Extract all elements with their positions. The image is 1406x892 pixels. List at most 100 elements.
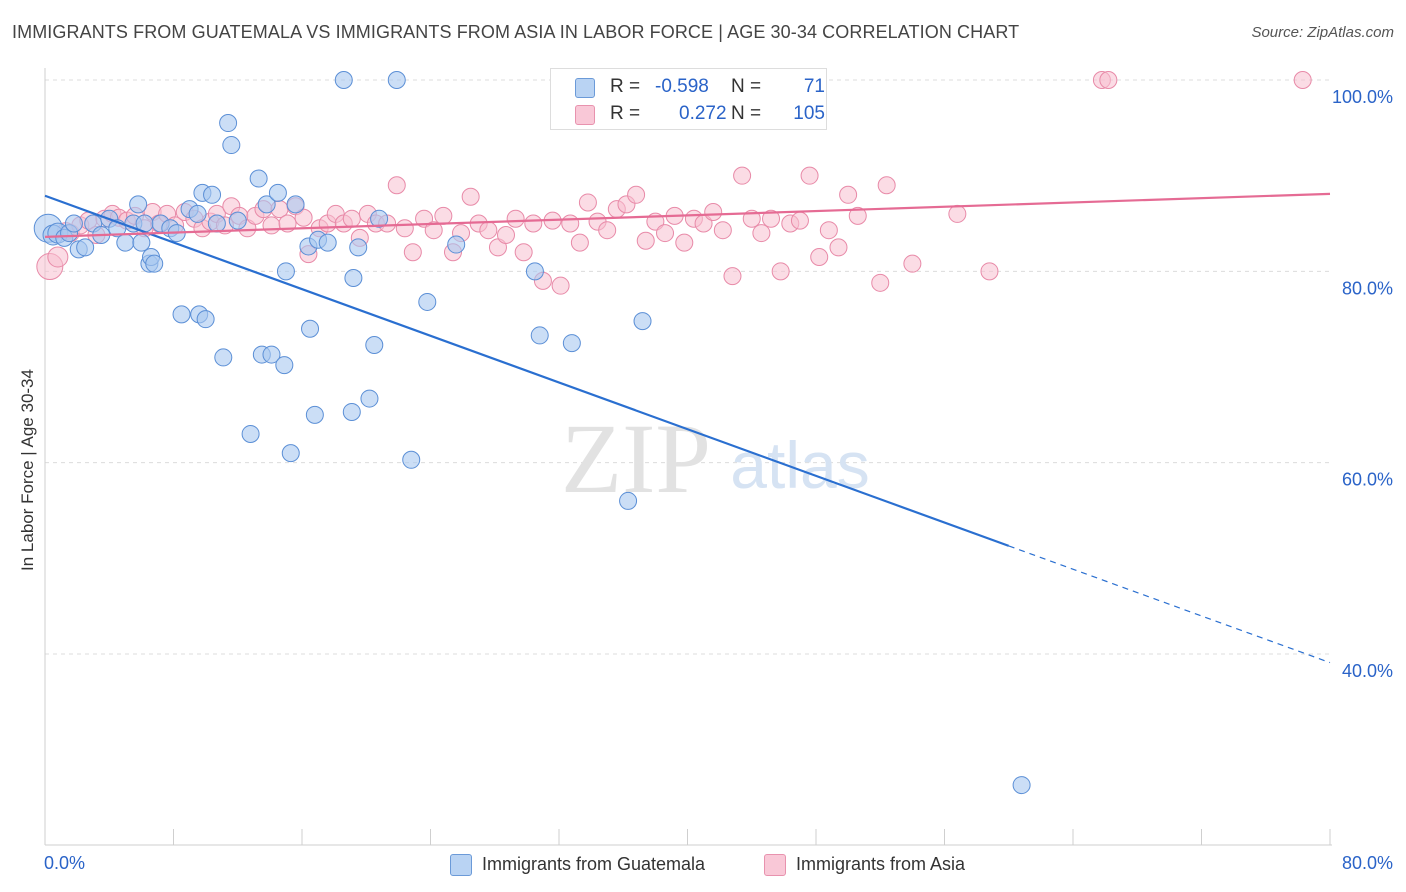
guatemala-point xyxy=(172,305,191,324)
x-tick-label: 80.0% xyxy=(1342,853,1393,873)
guatemala-point xyxy=(530,326,549,345)
legend-swatch-guatemala xyxy=(575,78,595,98)
y-tick-label: 40.0% xyxy=(1342,661,1393,681)
guatemala-point xyxy=(633,312,652,331)
correlation-legend: R = -0.598 N = 71 R = 0.272 N = 105 xyxy=(550,68,827,130)
guatemala-point xyxy=(447,235,466,254)
asia-point xyxy=(578,193,597,212)
asia-point xyxy=(762,209,781,228)
asia-point xyxy=(1293,71,1312,89)
guatemala-point xyxy=(402,450,421,469)
guatemala-point xyxy=(249,169,268,188)
guatemala-point xyxy=(275,356,294,375)
asia-point xyxy=(790,211,809,230)
asia-trend-line xyxy=(44,192,1331,238)
legend-n-value: 71 xyxy=(803,76,825,97)
asia-point xyxy=(551,276,570,295)
legend-n-value: 105 xyxy=(793,103,825,124)
guatemala-point xyxy=(132,233,151,252)
guatemala-point xyxy=(342,402,361,421)
asia-point xyxy=(1099,71,1118,89)
guatemala-point xyxy=(116,233,135,252)
guatemala-point xyxy=(222,136,241,155)
asia-point xyxy=(294,208,313,227)
y-tick-label: 100.0% xyxy=(1332,87,1393,107)
asia-point xyxy=(713,221,732,240)
asia-point xyxy=(342,209,361,228)
guatemala-point xyxy=(276,262,295,281)
watermark: ZIP atlas xyxy=(561,403,870,514)
asia-point xyxy=(598,221,617,240)
guatemala-point xyxy=(257,195,276,214)
guatemala-point xyxy=(207,214,226,233)
guatemala-point xyxy=(387,71,406,89)
gridlines xyxy=(45,79,1332,655)
asia-point xyxy=(948,204,967,223)
asia-point xyxy=(403,243,422,262)
asia-point xyxy=(903,254,922,273)
asia-point xyxy=(514,243,533,262)
guatemala-point xyxy=(241,424,260,443)
bottom-legend-swatch-guatemala xyxy=(450,854,472,876)
asia-point xyxy=(839,185,858,204)
legend-swatch-asia xyxy=(575,105,595,125)
guatemala-point xyxy=(360,389,379,408)
asia-point xyxy=(829,238,848,257)
asia-point xyxy=(627,185,646,204)
guatemala-trend-extension xyxy=(1008,545,1331,664)
asia-point xyxy=(723,267,742,286)
guatemala-point xyxy=(268,183,287,202)
x-tick-label: 0.0% xyxy=(44,853,85,873)
guatemala-point xyxy=(286,195,305,214)
bottom-legend-label: Immigrants from Guatemala xyxy=(482,854,706,874)
guatemala-point xyxy=(619,491,638,510)
asia-point xyxy=(656,224,675,243)
guatemala-point xyxy=(64,214,83,233)
legend-r-label: R = xyxy=(610,76,641,97)
asia-point xyxy=(524,214,543,233)
series-guatemala-points xyxy=(33,71,1031,795)
asia-point xyxy=(771,262,790,281)
axes xyxy=(44,68,1332,846)
legend-n-label: N = xyxy=(731,103,762,124)
asia-point xyxy=(819,221,838,240)
asia-point xyxy=(636,231,655,250)
y-axis-label: In Labor Force | Age 30-34 xyxy=(18,369,37,571)
guatemala-point xyxy=(76,238,95,257)
asia-point xyxy=(47,246,69,268)
asia-point xyxy=(570,233,589,252)
guatemala-point xyxy=(214,348,233,367)
watermark-atlas: atlas xyxy=(730,428,869,502)
legend-r-value: -0.598 xyxy=(655,76,709,97)
bottom-legend-label: Immigrants from Asia xyxy=(796,854,966,874)
guatemala-point xyxy=(196,310,215,329)
guatemala-point xyxy=(228,211,247,230)
asia-point xyxy=(742,209,761,228)
asia-point xyxy=(752,224,771,243)
guatemala-point xyxy=(262,345,281,364)
asia-point xyxy=(810,247,829,266)
guatemala-point xyxy=(334,71,353,89)
asia-point xyxy=(704,203,723,222)
guatemala-point xyxy=(219,114,238,133)
guatemala-point xyxy=(305,405,324,424)
tick-labels: 40.0% 60.0% 80.0% 100.0% 0.0% 80.0% xyxy=(44,87,1393,873)
source-label: Source: ZipAtlas.com xyxy=(1251,24,1394,41)
guatemala-point xyxy=(349,238,368,257)
watermark-zip: ZIP xyxy=(561,403,711,514)
asia-point xyxy=(733,166,752,185)
asia-point xyxy=(479,221,498,240)
asia-point xyxy=(424,221,443,240)
guatemala-point xyxy=(1012,776,1031,795)
asia-point xyxy=(387,176,406,195)
asia-point xyxy=(561,214,580,233)
guatemala-point xyxy=(562,334,581,353)
asia-point xyxy=(848,206,867,225)
guatemala-point xyxy=(525,262,544,281)
bottom-legend-swatch-asia xyxy=(764,854,786,876)
trend-lines xyxy=(44,192,1331,664)
asia-point xyxy=(506,209,525,228)
asia-point xyxy=(980,262,999,281)
asia-point xyxy=(434,206,453,225)
